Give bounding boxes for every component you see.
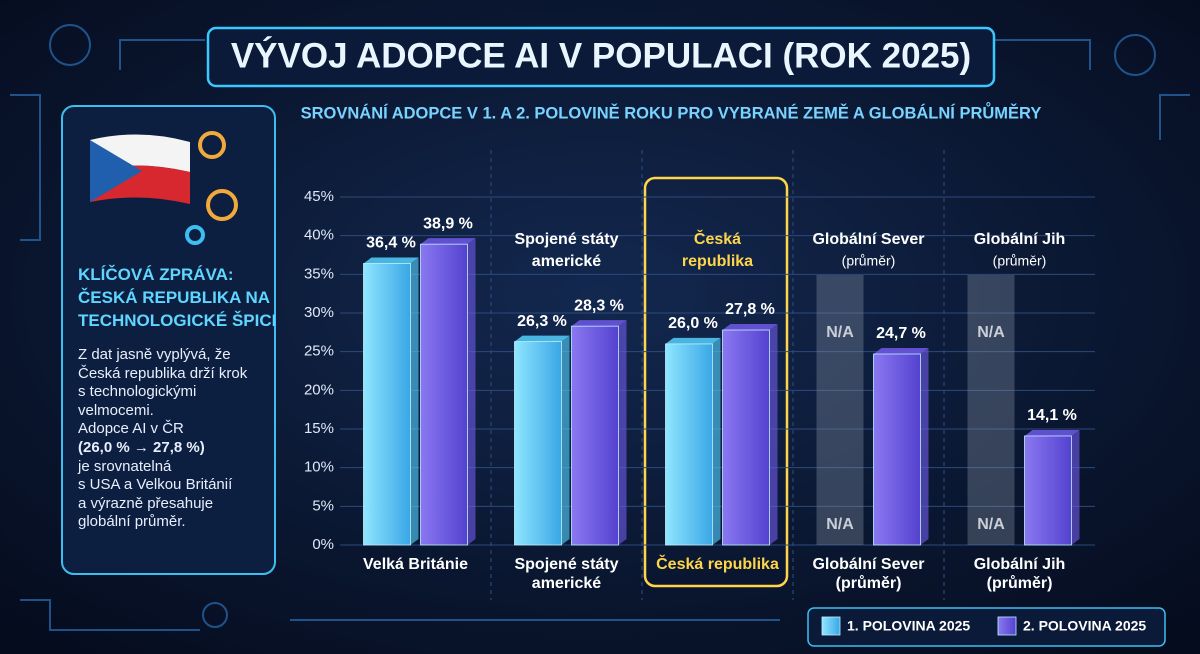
- bar: [665, 343, 713, 546]
- legend-swatch: [821, 616, 841, 636]
- column-header: republika: [682, 253, 753, 270]
- bar: [1024, 435, 1072, 546]
- na-label: N/A: [977, 324, 1005, 341]
- bar: [873, 353, 921, 546]
- x-tick-label: (průměr): [836, 575, 902, 592]
- circuit-decor: [10, 24, 1190, 631]
- x-tick-label: (průměr): [987, 575, 1053, 592]
- na-label: N/A: [826, 516, 854, 533]
- y-tick-label: 10%: [304, 459, 334, 476]
- y-tick-label: 45%: [304, 188, 334, 205]
- key-body-line: velmocemi.: [78, 401, 154, 419]
- legend-label: 2. POLOVINA 2025: [1023, 618, 1146, 634]
- chart-title: VÝVOJ ADOPCE AI V POPULACI (ROK 2025): [231, 35, 971, 75]
- legend-frame: [807, 607, 1166, 647]
- y-tick-label: 35%: [304, 265, 334, 282]
- value-label: 24,7 %: [876, 325, 926, 342]
- y-tick-label: 5%: [312, 497, 334, 514]
- key-body-line: je srovnatelná: [78, 457, 172, 475]
- column-header: (průměr): [993, 253, 1047, 269]
- na-placeholder: [816, 275, 864, 545]
- bar-side: [1071, 429, 1080, 545]
- key-body: Z dat jasně vyplývá, že Česká republika …: [78, 346, 247, 532]
- czech-flag: [90, 134, 190, 204]
- highlight-frame: [643, 176, 789, 588]
- bar-side: [410, 257, 419, 545]
- y-tick-label: 40%: [304, 227, 334, 244]
- value-label: 26,3 %: [517, 313, 567, 330]
- bar: [571, 325, 619, 546]
- x-tick-label: Globální Jih: [974, 556, 1066, 573]
- value-label: 36,4 %: [366, 235, 416, 252]
- legend-label: 1. POLOVINA 2025: [847, 618, 970, 634]
- bar-side: [618, 320, 627, 545]
- na-label: N/A: [826, 324, 854, 341]
- key-body-line: (26,0 % → 27,8 %): [78, 438, 205, 456]
- key-body-line: s USA a Velkou Británií: [78, 476, 233, 494]
- y-tick-label: 20%: [304, 381, 334, 398]
- key-body-line: Z dat jasně vyplývá, že: [78, 346, 231, 363]
- x-tick-label: Velká Británie: [363, 556, 468, 573]
- bar: [722, 329, 770, 546]
- bar-side: [467, 238, 476, 545]
- value-label: 38,9 %: [423, 215, 473, 232]
- column-header: Česká: [694, 229, 741, 248]
- key-heading-line: KLÍČOVÁ ZPRÁVA:: [78, 265, 234, 284]
- x-tick-label: americké: [532, 575, 601, 592]
- bar-top: [665, 337, 721, 344]
- bar-top: [514, 335, 570, 342]
- bar-top: [420, 238, 476, 245]
- na-label: N/A: [977, 516, 1005, 533]
- bar-top: [873, 347, 929, 354]
- key-heading-line: ČESKÁ REPUBLIKA NA: [78, 288, 271, 307]
- key-body-line: globální průměr.: [78, 513, 186, 531]
- column-header: Globální Sever: [812, 231, 924, 248]
- legend-swatch: [997, 616, 1017, 636]
- value-label: 14,1 %: [1027, 407, 1077, 424]
- x-tick-label: Česká republika: [656, 554, 779, 573]
- title-frame: [206, 26, 996, 88]
- column-header: (průměr): [842, 253, 896, 269]
- key-body-line: Česká republika drží krok: [78, 364, 248, 382]
- bar-side: [920, 347, 929, 545]
- column-header: Globální Jih: [974, 231, 1066, 248]
- bar-side: [561, 335, 570, 545]
- x-tick-label: Globální Sever: [812, 556, 924, 573]
- y-tick-label: 25%: [304, 343, 334, 360]
- na-placeholder: [967, 275, 1015, 545]
- y-tick-label: 0%: [312, 536, 334, 553]
- chart-subtitle: SROVNÁNÍ ADOPCE V 1. A 2. POLOVINĚ ROKU …: [301, 102, 1042, 122]
- bar-top: [1024, 429, 1080, 436]
- key-heading-line: TECHNOLOGICKÉ ŠPICI: [78, 311, 277, 330]
- x-tick-label: Spojené státy: [514, 556, 618, 573]
- key-panel: [61, 105, 276, 575]
- key-body-line: a výrazně přesahuje: [78, 494, 214, 512]
- bar-top: [722, 324, 778, 331]
- key-body-line: s technologickými: [78, 383, 197, 401]
- bar: [420, 243, 468, 546]
- bar: [363, 263, 411, 546]
- y-tick-label: 15%: [304, 420, 334, 437]
- key-heading: KLÍČOVÁ ZPRÁVA: ČESKÁ REPUBLIKA NA TECHN…: [78, 263, 276, 332]
- bar: [514, 341, 562, 546]
- value-label: 26,0 %: [668, 315, 718, 332]
- column-header: americké: [532, 253, 601, 270]
- column-header: Spojené státy: [514, 231, 618, 248]
- bar-side: [712, 337, 721, 545]
- bar-top: [571, 320, 627, 327]
- value-label: 27,8 %: [725, 301, 775, 318]
- key-body-line: Adopce AI v ČR: [78, 420, 184, 438]
- y-tick-label: 30%: [304, 304, 334, 321]
- bar-top: [363, 257, 419, 264]
- value-label: 28,3 %: [574, 297, 624, 314]
- bar-side: [769, 324, 778, 545]
- gear-icons: [185, 131, 238, 245]
